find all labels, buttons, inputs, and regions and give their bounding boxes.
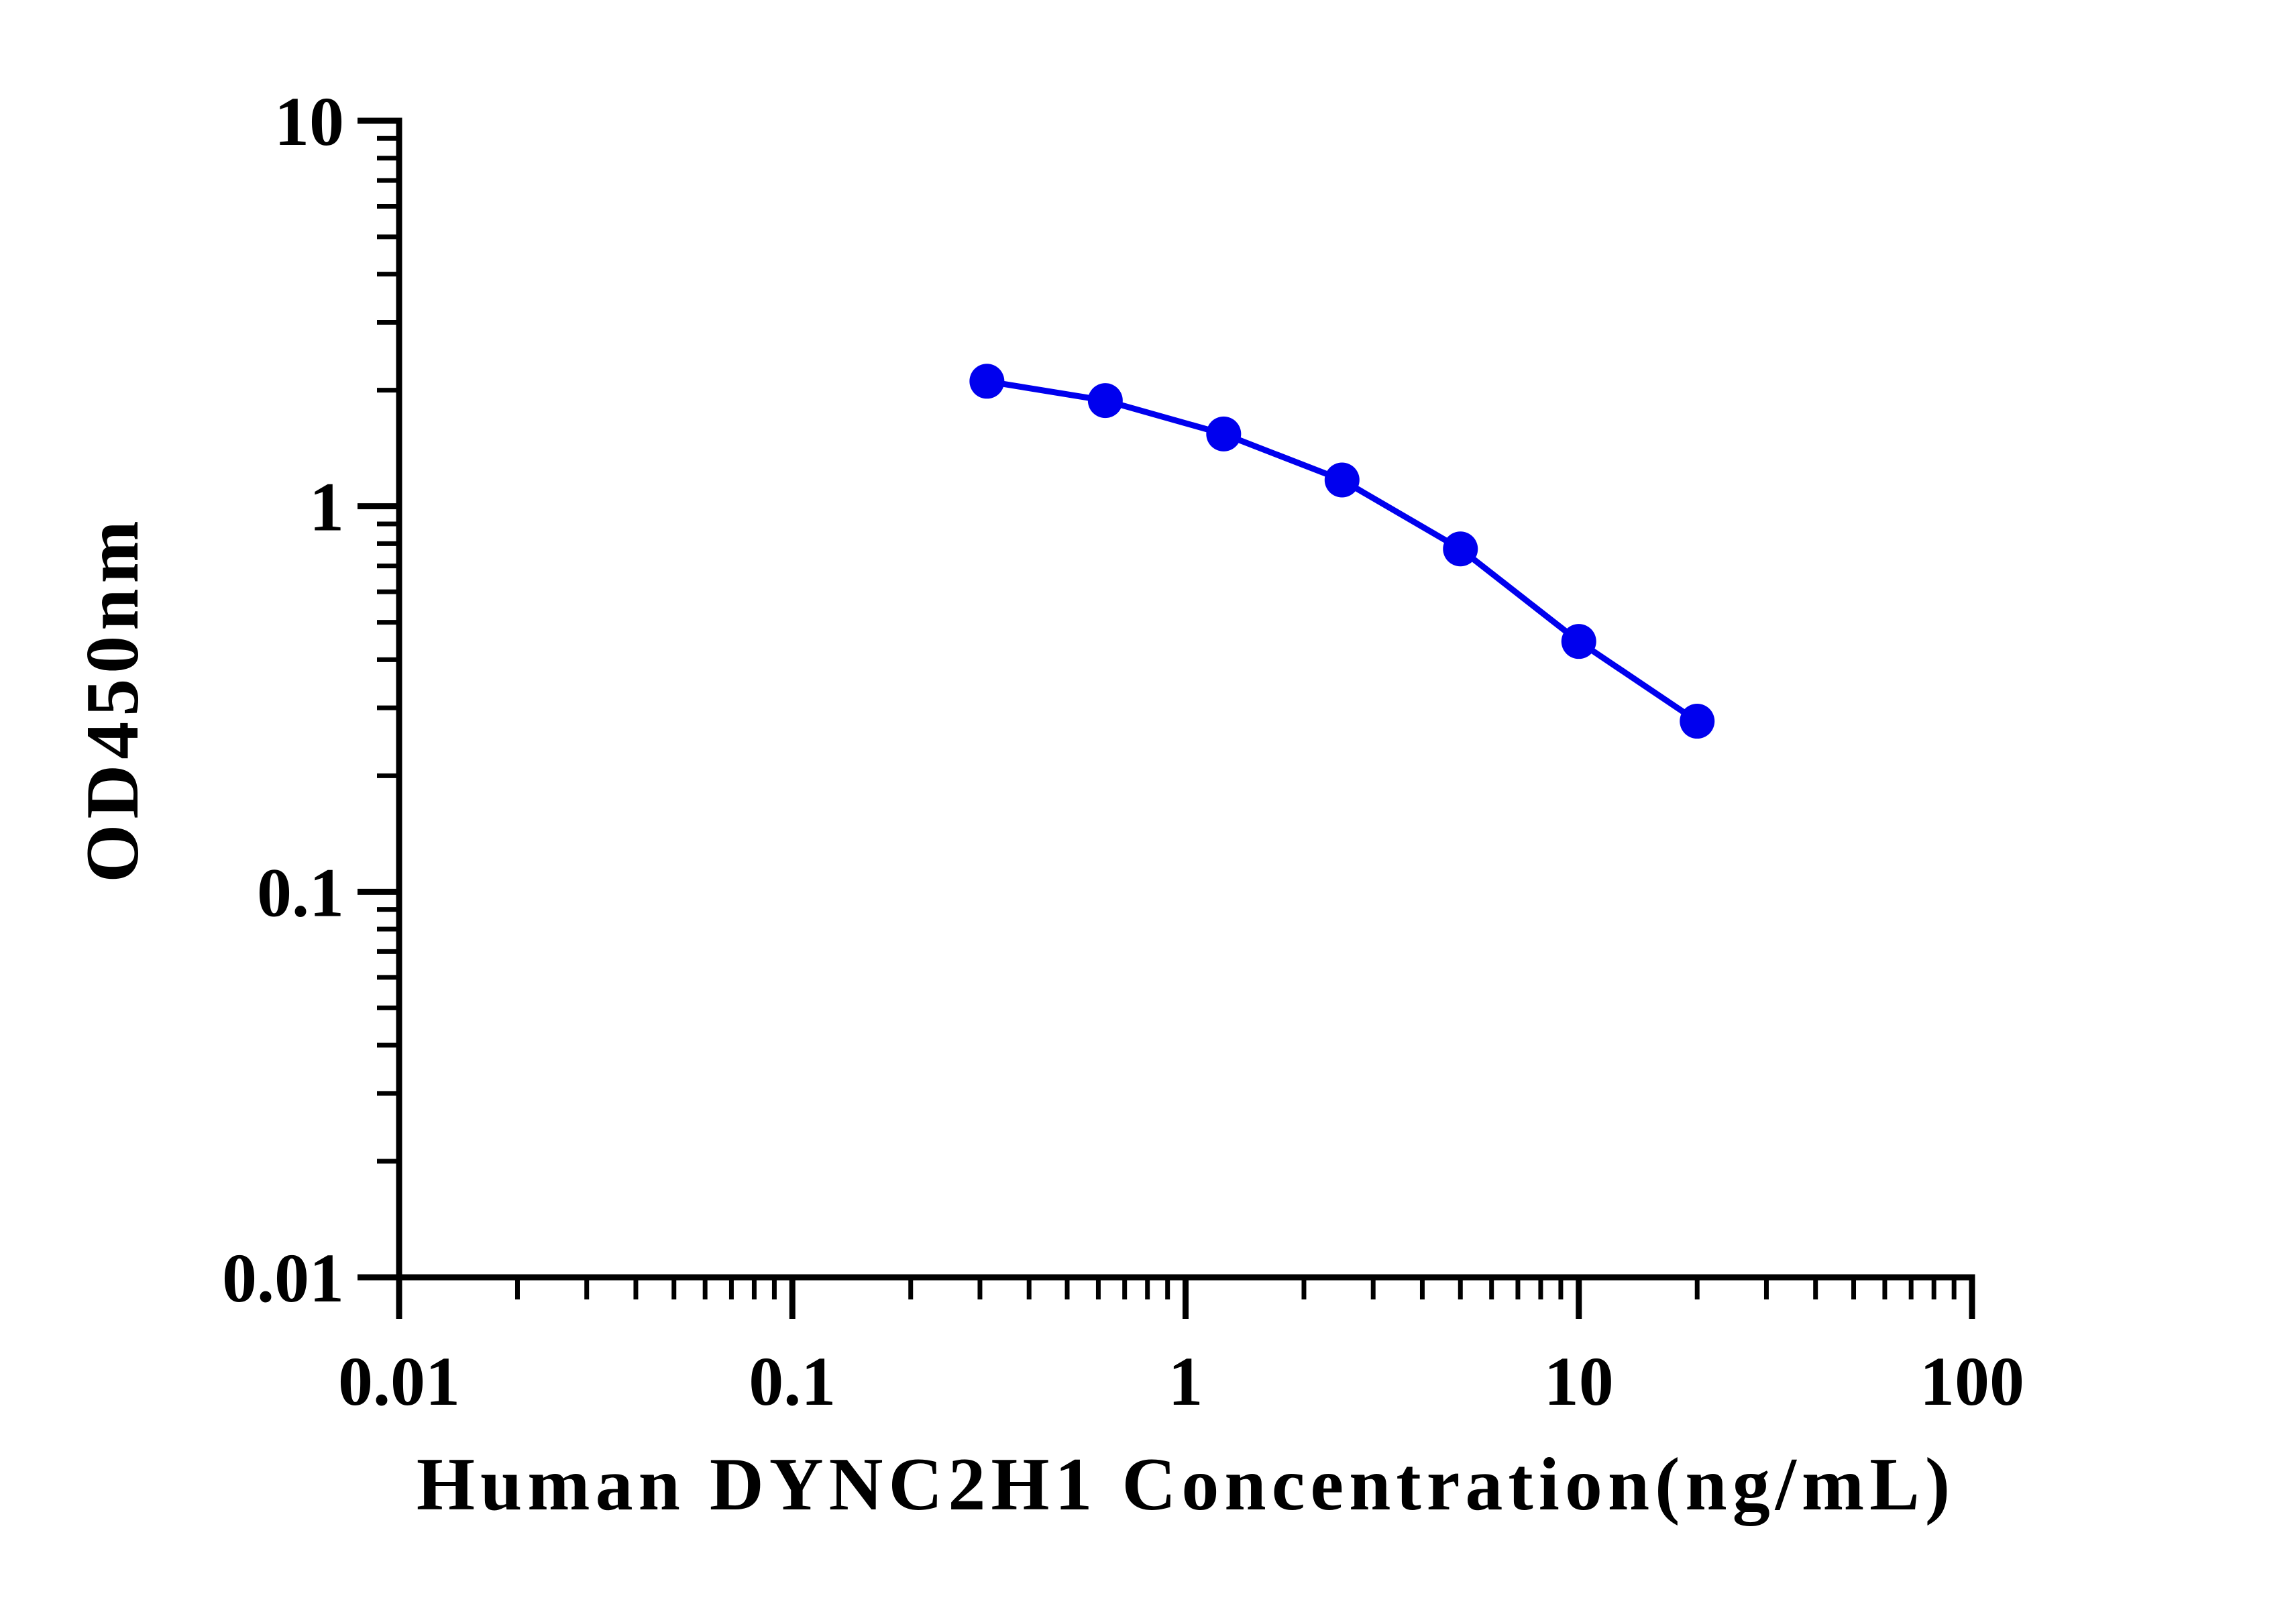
x-tick-label: 10: [1544, 1343, 1614, 1420]
y-tick-label: 1: [309, 469, 344, 546]
data-point: [1561, 624, 1596, 659]
x-tick-label: 1: [1168, 1343, 1203, 1420]
data-point: [969, 364, 1005, 399]
y-tick-label: 10: [274, 83, 344, 160]
data-point: [1324, 462, 1360, 498]
y-tick-label: 0.01: [222, 1240, 344, 1317]
x-tick-label: 0.01: [338, 1343, 460, 1420]
data-point: [1680, 704, 1715, 739]
x-tick-label: 100: [1920, 1343, 2024, 1420]
y-axis-title: OD450nm: [71, 515, 154, 883]
data-point: [1443, 531, 1478, 567]
data-point: [1206, 416, 1242, 451]
data-line: [986, 378, 1699, 724]
x-axis-title: Human DYNC2H1 Concentration(ng/mL): [417, 1443, 1955, 1526]
data-point: [1087, 383, 1123, 419]
y-tick-label: 0.1: [257, 854, 344, 931]
x-tick-label: 0.1: [749, 1343, 836, 1420]
